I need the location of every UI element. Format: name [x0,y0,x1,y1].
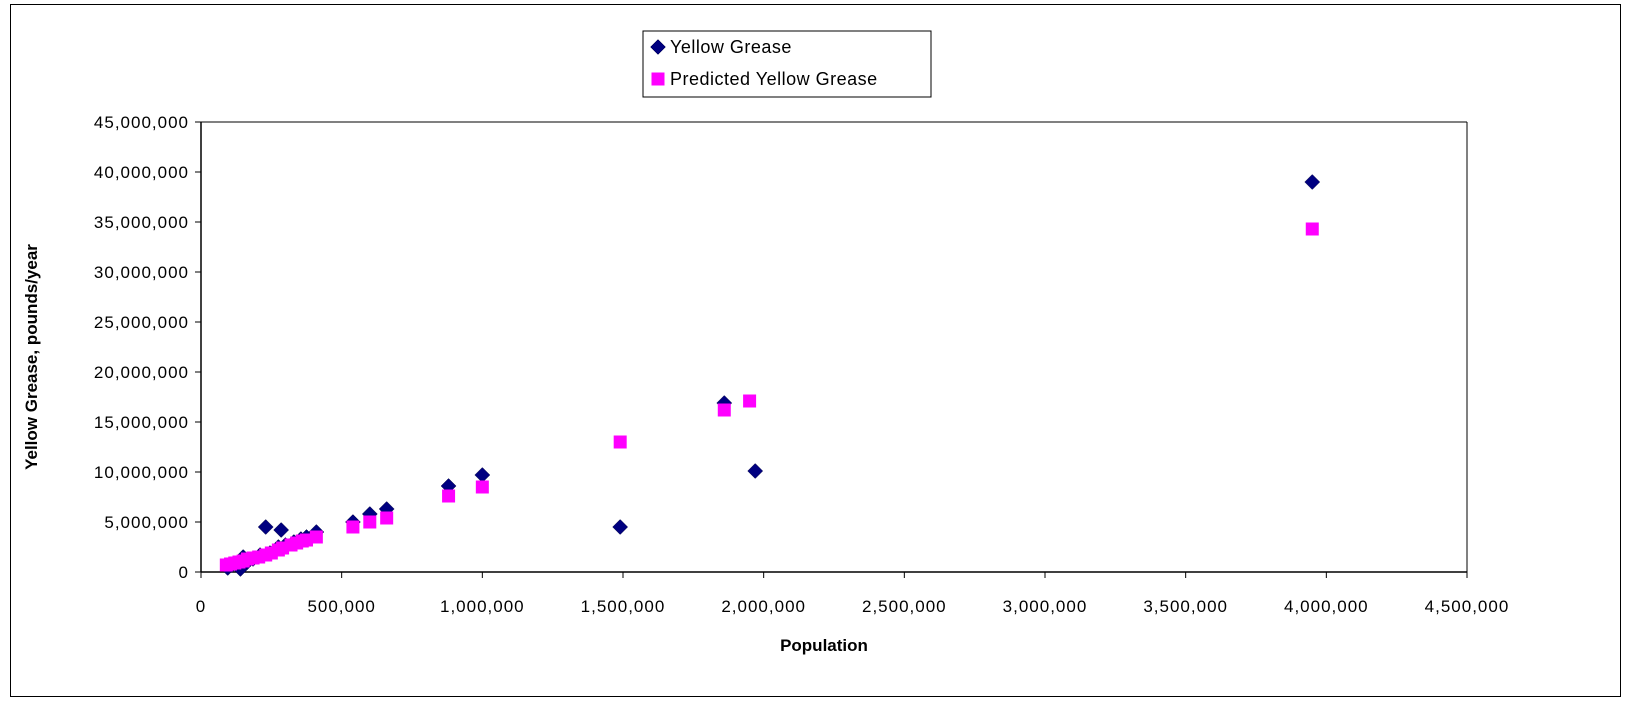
x-tick-label: 4,000,000 [1284,597,1369,616]
series-predicted-yellow-grease [219,222,1319,572]
y-tick-label: 5,000,000 [104,513,189,532]
x-tick-label: 3,500,000 [1143,597,1228,616]
y-tick-label: 30,000,000 [94,263,189,282]
yellow-grease-point [1304,174,1321,190]
x-tick-label: 2,000,000 [721,597,806,616]
x-tick-label: 500,000 [307,597,375,616]
y-tick-label: 45,000,000 [94,113,189,132]
x-axis: 0 500,000 1,000,000 1,500,000 2,000,000 2,500… [196,572,1510,616]
predicted-yellow-grease-point [300,533,313,547]
predicted-yellow-grease-point [346,520,360,534]
plot-area [200,121,1468,573]
predicted-yellow-grease-point [743,394,757,408]
y-tick-label: 35,000,000 [94,213,189,232]
x-tick-label: 2,500,000 [862,597,947,616]
y-tick-label: 15,000,000 [94,413,189,432]
x-tick-label: 1,500,000 [581,597,666,616]
predicted-yellow-grease-point [442,489,456,503]
legend-label: Yellow Grease [670,37,792,57]
predicted-yellow-grease-point [613,435,627,449]
legend: Yellow Grease Predicted Yellow Grease [642,30,932,98]
yellow-grease-point [474,467,491,483]
legend-label: Predicted Yellow Grease [670,69,878,89]
predicted-yellow-grease-point [475,480,489,494]
scatter-chart: 0 500,000 1,000,000 1,500,000 2,000,000 2,500… [22,30,1510,655]
legend-box [642,30,932,98]
predicted-yellow-grease-point [309,530,323,544]
yellow-grease-point [747,463,764,479]
y-tick-label: 25,000,000 [94,313,189,332]
yellow-grease-point [273,522,290,538]
yellow-grease-point [612,519,629,535]
y-tick-label: 0 [179,563,189,582]
x-tick-label: 4,500,000 [1425,597,1510,616]
predicted-yellow-grease-point [717,403,731,417]
y-tick-label: 40,000,000 [94,163,189,182]
y-tick-label: 10,000,000 [94,463,189,482]
legend-square-icon [651,72,665,86]
chart-frame: 0 500,000 1,000,000 1,500,000 2,000,000 2,500… [10,4,1621,697]
predicted-yellow-grease-point [1305,222,1319,236]
legend-diamond-icon [650,39,666,55]
x-axis-title: Population [780,636,868,655]
y-axis-title: Yellow Grease, pounds/year [22,244,41,470]
x-tick-label: 1,000,000 [440,597,525,616]
predicted-yellow-grease-point [363,515,377,529]
x-tick-label: 0 [196,597,206,616]
x-tick-label: 3,000,000 [1003,597,1088,616]
y-axis: 0 5,000,000 10,000,000 15,000,000 20,000,000… [94,113,201,582]
data-markers [219,174,1321,577]
y-tick-label: 20,000,000 [94,363,189,382]
predicted-yellow-grease-point [380,511,394,525]
yellow-grease-point [257,519,274,535]
